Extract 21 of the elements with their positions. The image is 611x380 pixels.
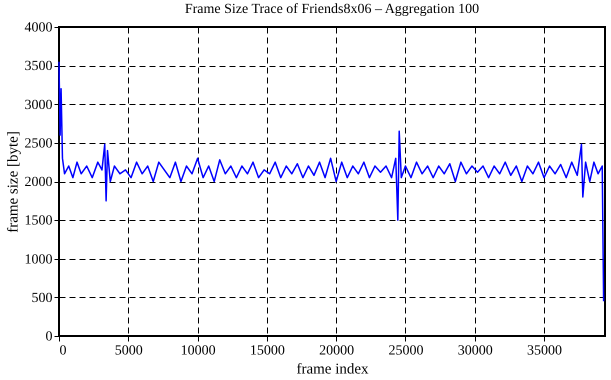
y-tick-label: 500 [32,290,52,306]
y-tick-label: 4000 [24,20,52,36]
y-axis-title: frame size [byte] [6,131,22,233]
x-tick-label: 30000 [458,344,493,358]
x-tick-label: 10000 [180,344,216,358]
y-tick-label: 3000 [24,98,52,113]
y-tick-label: 2000 [24,175,52,190]
x-tick-label: 25000 [388,344,424,358]
x-tick-label: 20000 [319,344,354,358]
x-tick-label: 0 [60,344,66,358]
x-axis-title: frame index [296,362,370,378]
y-tick-label: 1000 [24,252,52,268]
y-tick-label: 0 [46,330,52,344]
y-tick-label: 3500 [24,59,52,74]
x-tick-label: 15000 [250,344,285,358]
line-series [58,61,604,302]
y-tick-label: 2500 [24,136,52,152]
chart-title: Frame Size Trace of Friends8x06 – Aggregation 100 [184,2,480,17]
y-tick-label: 1500 [24,214,52,229]
x-tick-label: 5000 [114,344,143,358]
x-tick-label: 35000 [527,344,562,358]
